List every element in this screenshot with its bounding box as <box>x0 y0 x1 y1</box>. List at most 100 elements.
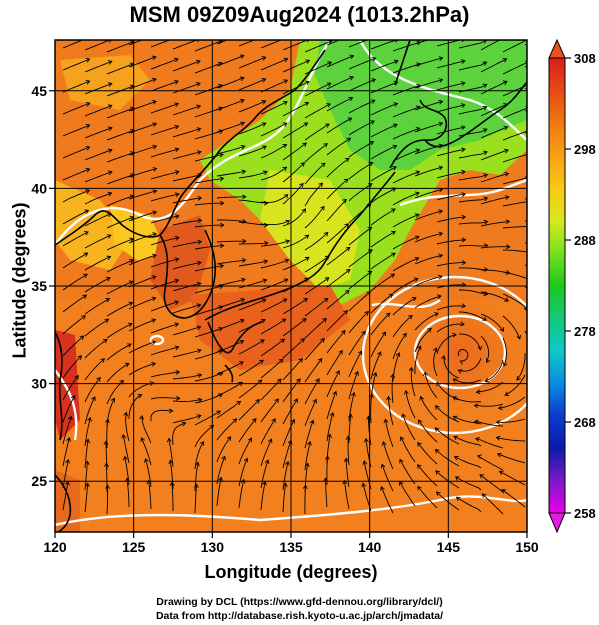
streamline <box>62 481 69 511</box>
streamline-arrowhead <box>85 145 91 151</box>
streamline <box>370 312 391 336</box>
streamline <box>370 231 396 248</box>
streamline-arrowhead <box>419 395 424 401</box>
streamline-arrowhead <box>345 289 350 295</box>
streamline-arrowhead <box>239 76 245 82</box>
streamline <box>148 480 152 510</box>
streamline-arrowhead <box>271 418 276 423</box>
streamline <box>348 99 375 114</box>
streamline <box>480 149 509 161</box>
streamline <box>436 216 466 223</box>
streamline <box>84 339 108 359</box>
colorbar-ticks: 258 268 278 288 298 308 <box>565 51 596 521</box>
streamline <box>282 298 308 315</box>
streamline <box>238 437 252 465</box>
streamline <box>524 109 527 112</box>
streamline <box>260 358 284 379</box>
streamline <box>282 358 303 381</box>
streamline <box>458 197 488 203</box>
streamline <box>414 232 443 243</box>
streamline <box>381 464 394 492</box>
streamline-arrowhead <box>174 235 180 241</box>
streamline <box>194 202 224 206</box>
streamline-arrowhead <box>283 194 289 199</box>
streamline <box>348 183 373 202</box>
streamline-arrowhead <box>307 440 312 446</box>
streamline-arrowhead <box>345 246 351 252</box>
streamline-arrowhead <box>427 328 432 333</box>
streamline-arrowhead <box>343 178 349 184</box>
streamline-arrowhead <box>219 176 225 182</box>
streamline <box>62 335 84 357</box>
streamline <box>282 398 298 425</box>
streamline <box>238 319 266 333</box>
streamline-arrowhead <box>344 223 350 228</box>
streamline-arrowhead <box>146 479 152 485</box>
streamline <box>304 485 306 515</box>
streamline-arrowhead <box>347 117 353 122</box>
streamline <box>106 323 133 339</box>
streamline-arrowhead <box>197 40 200 43</box>
streamline <box>62 375 79 401</box>
streamline <box>304 182 323 207</box>
streamline-arrowhead <box>367 270 373 276</box>
streamline <box>150 193 179 202</box>
streamline <box>216 361 244 375</box>
streamline <box>216 259 246 265</box>
streamline-arrowhead <box>282 298 288 303</box>
streamline-arrowhead <box>461 40 465 43</box>
streamline-arrowhead <box>151 340 157 345</box>
streamline <box>480 220 510 227</box>
streamline <box>216 436 232 463</box>
streamline-arrowhead <box>166 437 172 443</box>
manchuria-field <box>60 55 150 110</box>
streamline-arrowhead <box>483 243 489 249</box>
streamline-arrowhead <box>326 82 332 87</box>
streamline <box>458 174 488 181</box>
streamline-arrowhead <box>262 278 268 284</box>
streamline-arrowhead <box>193 483 199 489</box>
streamline-arrowhead <box>474 436 480 442</box>
streamline-arrowhead <box>408 366 414 372</box>
streamline <box>282 183 304 205</box>
streamline-arrowhead <box>434 448 440 454</box>
streamline-arrowhead <box>484 377 490 383</box>
streamline <box>388 396 394 426</box>
streamline <box>499 470 526 486</box>
streamline <box>122 434 130 464</box>
streamline <box>474 403 504 407</box>
streamline <box>436 82 465 91</box>
streamline <box>150 301 179 312</box>
streamline <box>370 331 386 358</box>
streamline <box>172 326 201 336</box>
streamline-arrowhead <box>452 332 457 338</box>
streamline <box>326 247 351 266</box>
streamline-arrowhead <box>413 277 419 282</box>
streamline <box>458 61 487 71</box>
streamline <box>344 480 350 510</box>
streamline <box>326 290 350 310</box>
streamline <box>62 189 90 203</box>
streamline <box>436 239 466 245</box>
streamline <box>106 129 135 141</box>
streamline-arrowhead <box>415 126 421 132</box>
streamline <box>62 437 70 467</box>
streamline <box>260 338 285 357</box>
streamline <box>216 40 229 45</box>
streamline <box>84 60 112 73</box>
streamline-arrowhead <box>501 489 507 494</box>
streamline <box>238 100 266 113</box>
streamline-arrowhead <box>300 162 306 167</box>
streamline-arrowhead <box>453 435 459 441</box>
streamline <box>436 382 460 401</box>
streamline <box>282 142 307 161</box>
streamline-arrowhead <box>483 219 489 225</box>
streamline <box>502 62 527 75</box>
streamline <box>84 127 113 139</box>
streamline <box>326 223 349 244</box>
streamline <box>194 62 223 74</box>
streamline <box>392 192 420 206</box>
streamline-arrowhead <box>152 34 156 38</box>
streamline <box>414 345 422 375</box>
streamline-arrowhead <box>438 121 444 127</box>
